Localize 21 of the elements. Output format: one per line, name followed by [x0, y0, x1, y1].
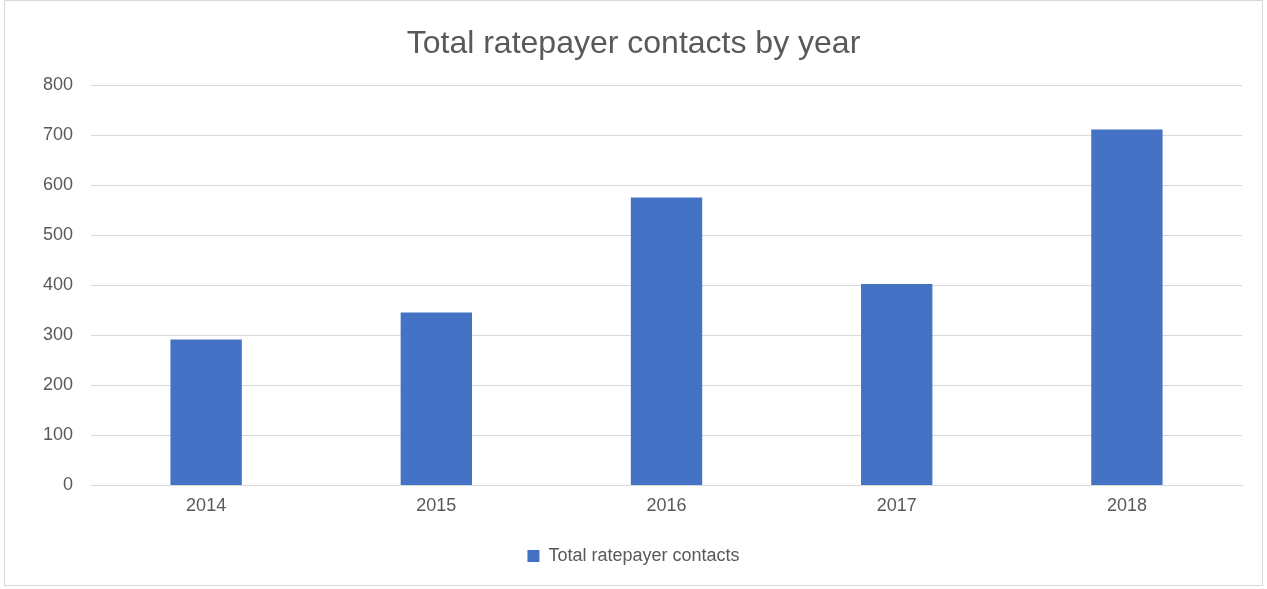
- bar: [861, 283, 933, 485]
- y-tick-label: 600: [42, 174, 74, 195]
- y-tick-label: 100: [42, 424, 74, 445]
- y-tick-label: 300: [42, 324, 74, 345]
- y-tick-label: 700: [42, 124, 74, 145]
- x-tick-label: 2017: [876, 495, 917, 516]
- bar: [400, 312, 472, 485]
- y-tick-label: 800: [42, 74, 74, 95]
- y-tick-label: 200: [42, 374, 74, 395]
- y-tick-label: 0: [63, 474, 74, 495]
- chart-title: Total ratepayer contacts by year: [406, 24, 861, 61]
- x-tick-label: 2014: [186, 495, 227, 516]
- x-tick-label: 2016: [646, 495, 687, 516]
- x-tick-label: 2015: [416, 495, 457, 516]
- bar: [170, 339, 242, 485]
- bar: [630, 197, 703, 485]
- legend-label: Total ratepayer contacts: [548, 544, 740, 565]
- bar: [1091, 129, 1163, 485]
- x-tick-label: 2018: [1106, 495, 1147, 516]
- y-tick-label: 400: [42, 274, 74, 295]
- y-tick-label: 500: [42, 224, 74, 245]
